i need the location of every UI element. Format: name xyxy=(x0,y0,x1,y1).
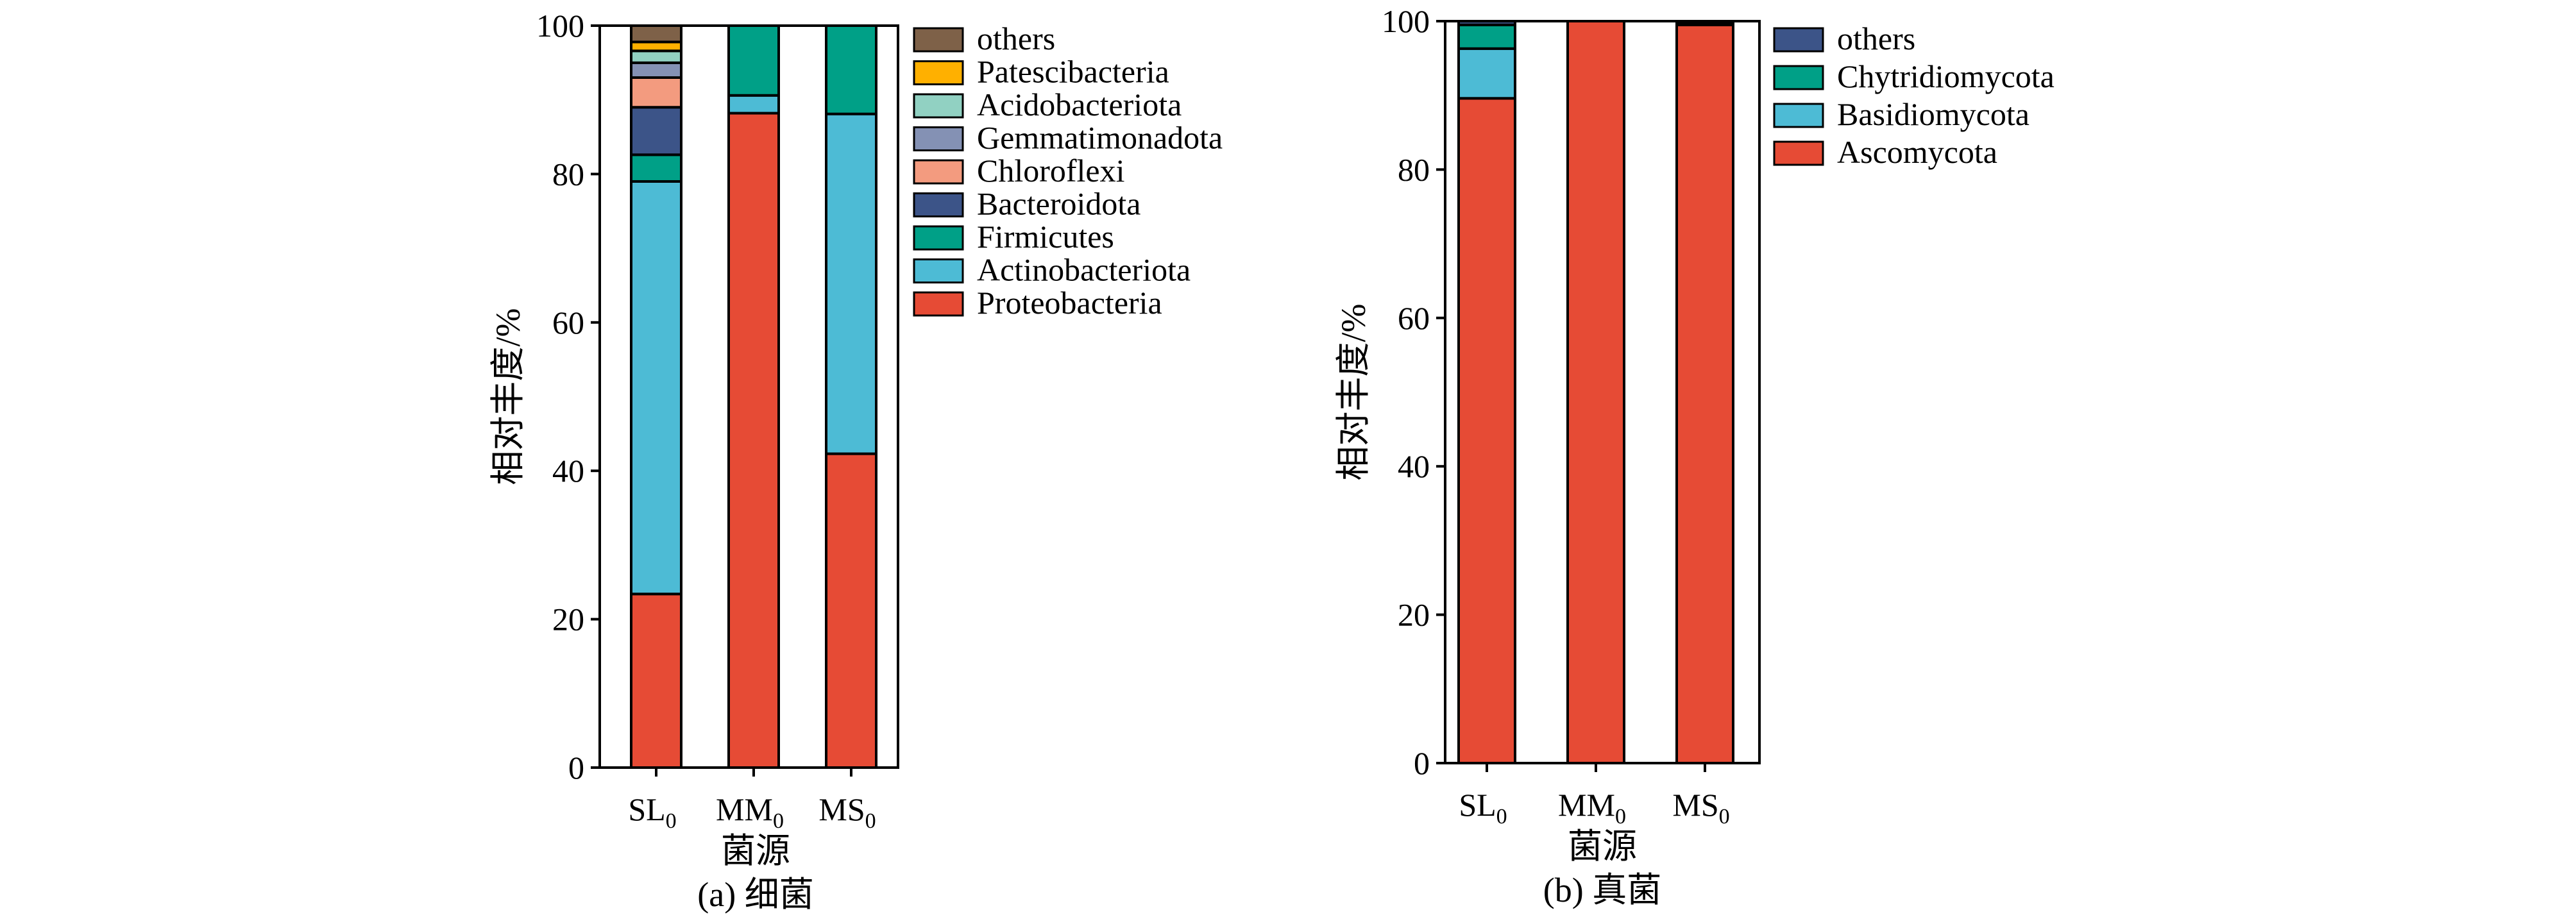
legend-swatch-others xyxy=(1773,27,1824,53)
y-tick-label: 20 xyxy=(552,602,584,637)
legend-swatch-actinobacteriota xyxy=(913,258,964,283)
panel-caption: (b) 真菌 xyxy=(1543,871,1661,909)
legend-label-chloroflexi: Chloroflexi xyxy=(977,153,1125,189)
plot-frame xyxy=(598,24,899,769)
bar-segment-ascomycota-mm xyxy=(1566,20,1625,764)
y-tick-label: 100 xyxy=(1382,3,1430,39)
legend-swatch-acidobacteriota xyxy=(913,93,964,119)
legend-swatch-chytridiomycota xyxy=(1773,65,1824,90)
legend-label-gemmatimonadota: Gemmatimonadota xyxy=(977,120,1223,156)
legend-label-bacteroidota: Bacteroidota xyxy=(977,186,1140,222)
legend-swatch-basidiomycota xyxy=(1773,103,1824,128)
legend-label-chytridiomycota: Chytridiomycota xyxy=(1837,58,2055,94)
bar-segment-firmicutes-sl xyxy=(630,153,682,183)
bar-segment-actinobacteriota-mm xyxy=(727,94,780,115)
y-tick-label: 60 xyxy=(552,305,584,341)
x-tick-label-base: MS xyxy=(818,791,865,827)
bar-segment-proteobacteria-sl xyxy=(630,593,682,770)
bar-segment-actinobacteriota-sl xyxy=(630,180,682,596)
x-tick-label: SL0 xyxy=(1459,787,1507,829)
bar-segment-gemmatimonadota-sl xyxy=(630,61,682,79)
bar-segment-firmicutes-ms xyxy=(825,24,877,115)
legend-label-proteobacteria: Proteobacteria xyxy=(977,285,1162,321)
legend-label-others: others xyxy=(1837,21,1915,56)
bar-segment-patescibacteria-sl xyxy=(630,40,682,53)
legend-label-patescibacteria: Patescibacteria xyxy=(977,54,1169,90)
bar-segment-bacteroidota-sl xyxy=(630,106,682,156)
y-tick-label: 60 xyxy=(1398,300,1430,336)
legend-swatch-chloroflexi xyxy=(913,159,964,185)
y-axis-title: 相对丰度/% xyxy=(1334,304,1373,481)
bar-segment-chloroflexi-sl xyxy=(630,76,682,109)
y-tick-label: 40 xyxy=(1398,448,1430,484)
x-tick-label: MM0 xyxy=(716,791,784,833)
bar-segment-ascomycota-ms xyxy=(1675,23,1734,764)
legend-swatch-firmicutes xyxy=(913,225,964,251)
bar-segment-basidiomycota-sl xyxy=(1457,47,1516,100)
x-tick-label: MS0 xyxy=(1672,787,1729,829)
x-tick-label-base: SL xyxy=(628,791,665,827)
legend-swatch-gemmatimonadota xyxy=(913,126,964,151)
y-tick-label: 80 xyxy=(1398,151,1430,187)
x-tick-label-base: SL xyxy=(1459,787,1496,823)
y-axis-title: 相对丰度/% xyxy=(489,308,527,485)
legend-label-actinobacteriota: Actinobacteriota xyxy=(977,252,1191,288)
x-tick-label-subscript: 0 xyxy=(1615,805,1626,829)
y-tick-label: 0 xyxy=(1414,745,1430,781)
x-tick-label-base: MM xyxy=(716,791,773,827)
legend-label-acidobacteriota: Acidobacteriota xyxy=(977,87,1182,122)
x-tick-label-subscript: 0 xyxy=(666,809,677,833)
panel-caption: (a) 细菌 xyxy=(697,875,813,914)
legend-swatch-patescibacteria xyxy=(913,60,964,85)
legend-swatch-bacteroidota xyxy=(913,192,964,217)
x-tick-label-base: MM xyxy=(1558,787,1615,823)
legend-swatch-others xyxy=(913,27,964,53)
x-tick-label-subscript: 0 xyxy=(1719,805,1730,829)
bar-segment-proteobacteria-mm xyxy=(727,112,780,769)
x-axis-title: 菌源 xyxy=(721,832,790,870)
y-tick-label: 0 xyxy=(568,750,584,786)
y-tick-label: 80 xyxy=(552,156,584,192)
bar-segment-proteobacteria-ms xyxy=(825,452,877,769)
bar-segment-others-sl xyxy=(630,24,682,44)
legend-label-ascomycota: Ascomycota xyxy=(1837,134,1997,170)
bar-segment-ascomycota-sl xyxy=(1457,97,1516,764)
legend-swatch-ascomycota xyxy=(1773,140,1824,166)
plot-frame xyxy=(1444,20,1761,764)
y-tick-label: 40 xyxy=(552,453,584,489)
bar-segment-actinobacteriota-ms xyxy=(825,112,877,455)
x-tick-label-base: MS xyxy=(1672,787,1718,823)
x-tick-label-subscript: 0 xyxy=(773,809,784,833)
x-tick-label-subscript: 0 xyxy=(1496,805,1507,829)
y-tick-label: 100 xyxy=(536,8,584,44)
legend-label-basidiomycota: Basidiomycota xyxy=(1837,96,2029,132)
bar-segment-chytridiomycota-sl xyxy=(1457,23,1516,50)
x-tick-label: MS0 xyxy=(818,791,876,833)
x-axis-title: 菌源 xyxy=(1568,827,1637,866)
bar-segment-acidobacteriota-sl xyxy=(630,49,682,64)
legend-label-firmicutes: Firmicutes xyxy=(977,219,1114,255)
x-tick-label: SL0 xyxy=(628,791,676,833)
legend-label-others: others xyxy=(977,21,1055,56)
x-tick-label: MM0 xyxy=(1558,787,1626,829)
bar-segment-firmicutes-mm xyxy=(727,24,780,97)
legend-swatch-proteobacteria xyxy=(913,291,964,317)
y-tick-label: 20 xyxy=(1398,597,1430,633)
x-tick-label-subscript: 0 xyxy=(865,809,876,833)
